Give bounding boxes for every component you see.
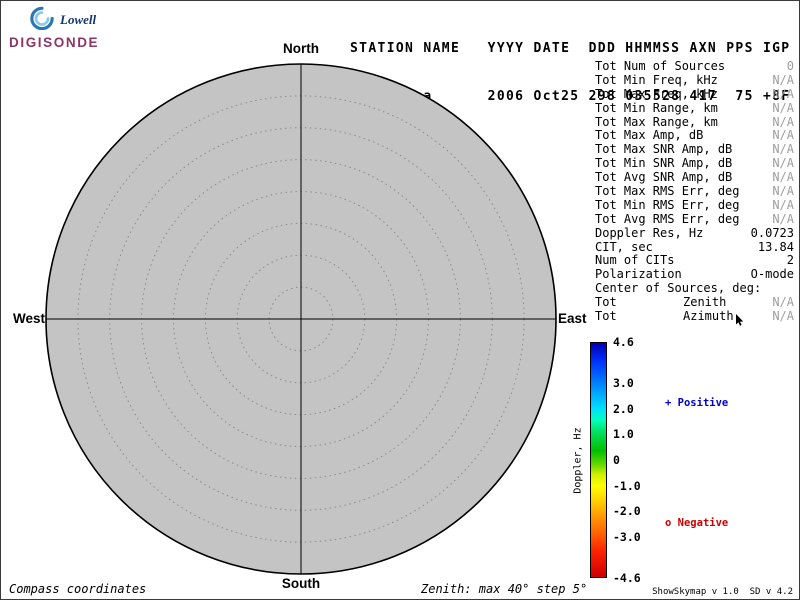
compass-label-west: West [12,311,45,326]
stat-row: Tot Max Range, km N/A [595,114,794,130]
stat-row: Center of Sources, deg: [595,281,794,296]
stat-row: Tot Min Range, km N/A [595,100,794,116]
stat-label: Tot Min SNR Amp, dB [595,156,733,171]
logo-product-text: DIGISONDE [9,35,100,50]
compass-label-south: South [281,576,321,591]
stat-row: CIT, sec 13.84 [595,239,794,255]
stat-value: N/A [772,309,794,324]
stat-value: N/A [772,295,794,310]
colorbar-tick: 1.0 [613,427,634,442]
stat-label: Tot Max Freq, kHz [595,86,718,101]
stat-row: Tot Max SNR Amp, dB N/A [595,142,794,157]
stat-value: N/A [772,100,794,115]
stat-label: Tot Avg SNR Amp, dB [595,170,733,185]
station-header-labels: STATION NAME YYYY DATE DDD HHMMSS AXN PP… [350,41,791,56]
colorbar-tick: 4.6 [613,335,634,349]
stat-label: Tot Max RMS Err, deg [595,184,740,199]
stat-label: Tot Max Amp, dB [595,128,704,143]
legend-negative: o Negative [665,517,728,529]
stat-row: Tot Max Amp, dB N/A [595,129,794,143]
negative-marker-icon: o [665,517,672,529]
stat-row: Tot Min SNR Amp, dB N/A [595,156,794,171]
positive-marker-icon: + [665,397,672,409]
stat-value: N/A [772,211,794,226]
legend-positive: + Positive [665,397,728,409]
stat-value: 2 [786,253,794,268]
stat-value: N/A [772,72,794,87]
stat-row: Num of CITs 2 [595,254,794,268]
stat-row: Doppler Res, Hz 0.0723 [595,225,794,241]
colorbar-tick: -2.0 [613,504,641,519]
stat-row: Tot Max Freq, kHz N/A [595,86,794,102]
stat-label: Center of Sources, deg: [595,281,762,296]
stat-value: 13.84 [757,239,794,254]
stat-row: Tot Max RMS Err, deg N/A [595,184,794,199]
stat-sublabel: Zenith [683,295,727,310]
stat-row: Tot Zenith N/A [595,295,794,310]
digisonde-swirl-icon [29,6,55,34]
stat-value: N/A [772,128,794,143]
stat-label: Tot [595,309,617,324]
zenith-scale-label: Zenith: max 40° step 5° [421,582,588,596]
stat-value: N/A [772,170,794,185]
stat-value: N/A [772,184,794,199]
colorbar-axis-title: Doppler, Hz [572,427,584,494]
colorbar-tick: -1.0 [613,478,641,493]
stat-label: CIT, sec [595,239,653,254]
doppler-colorbar-ticks: 4.6 3.0 2.0 1.0 0 -1.0 -2.0 -3.0 -4.6 [611,335,649,585]
stat-row: Tot Min RMS Err, deg N/A [595,197,794,213]
stat-value: O-mode [750,267,794,282]
stat-label: Tot Avg RMS Err, deg [595,211,740,226]
stat-label: Tot Num of Sources [595,59,726,73]
stat-value: 0.0723 [750,225,794,240]
stat-value: N/A [772,86,794,101]
stat-label: Tot Min RMS Err, deg [595,197,740,212]
stat-sublabel: Azimuth [683,309,734,324]
stat-value: 0 [786,59,794,73]
colorbar-tick: -3.0 [613,529,641,544]
stat-label: Tot Max SNR Amp, dB [595,142,733,157]
version-label: ShowSkymap v 1.0 SD v 4.2 [652,587,793,597]
stat-label: Num of CITs [595,253,675,268]
colorbar-tick: -4.6 [613,571,641,585]
colorbar-tick: 0 [613,453,620,467]
stat-row: Tot Azimuth N/A [595,309,794,324]
legend-positive-label: Positive [677,397,729,409]
compass-label-east: East [558,311,587,326]
stat-label: Polarization [595,267,682,282]
mouse-cursor-icon [735,311,744,330]
stat-value: N/A [772,197,794,212]
stat-row: Tot Num of Sources 0 [595,59,794,74]
stat-value: N/A [772,114,794,129]
stat-value: N/A [772,142,794,157]
stat-row: Tot Avg RMS Err, deg N/A [595,211,794,227]
compass-label-north: North [283,41,319,56]
logo: Lowell DIGISONDE [9,6,129,50]
statistics-panel: Tot Num of Sources 0 Tot Min Freq, kHz N… [595,59,794,324]
stat-value: N/A [772,156,794,171]
stat-row: Tot Avg SNR Amp, dB N/A [595,170,794,185]
colorbar-tick: 3.0 [613,376,634,391]
stat-label: Tot Min Range, km [595,100,718,115]
legend-negative-label: Negative [677,517,729,529]
colorbar-tick: 2.0 [613,401,634,416]
coordinates-mode-label: Compass coordinates [9,582,147,596]
doppler-colorbar [590,342,607,578]
stat-label: Tot Max Range, km [595,114,718,129]
crosshair-axes [46,64,556,574]
logo-brand-text: Lowell [60,12,97,27]
stat-row: Tot Min Freq, kHz N/A [595,72,794,88]
stat-row: Polarization O-mode [595,267,794,282]
stat-label: Doppler Res, Hz [595,225,704,240]
stat-label: Tot [595,295,617,310]
stat-label: Tot Min Freq, kHz [595,72,718,87]
skymap-plot [45,63,557,575]
